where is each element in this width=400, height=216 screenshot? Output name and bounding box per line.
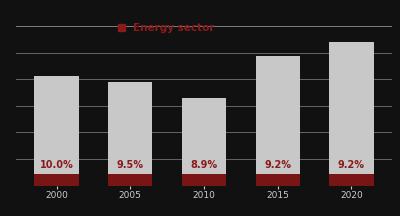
- Text: 9.5%: 9.5%: [117, 160, 144, 170]
- Bar: [256, 56, 300, 174]
- Text: 10.0%: 10.0%: [40, 160, 74, 170]
- Bar: [182, 174, 226, 186]
- Bar: [108, 82, 152, 174]
- Bar: [256, 174, 300, 186]
- Text: 9.2%: 9.2%: [264, 160, 291, 170]
- Text: 9.2%: 9.2%: [338, 160, 365, 170]
- Legend: Energy sector: Energy sector: [118, 23, 215, 33]
- Bar: [329, 174, 374, 186]
- Text: 8.9%: 8.9%: [190, 160, 218, 170]
- Bar: [182, 98, 226, 174]
- Bar: [34, 76, 79, 174]
- Bar: [108, 174, 152, 186]
- Bar: [329, 42, 374, 174]
- Bar: [34, 174, 79, 186]
